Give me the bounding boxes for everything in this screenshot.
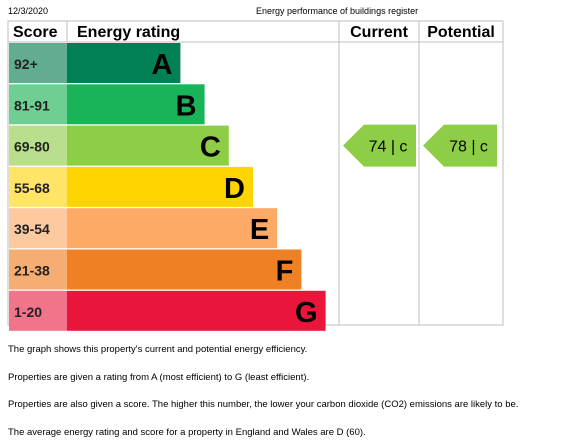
header-score: Score <box>13 24 58 41</box>
score-range-c: 69-80 <box>14 139 50 155</box>
note-average-rating: The average energy rating and score for … <box>8 427 366 438</box>
score-cell-f <box>9 249 67 290</box>
score-range-f: 21-38 <box>14 263 50 279</box>
score-range-e: 39-54 <box>14 221 50 237</box>
band-bar-d <box>67 166 253 207</box>
header-energy-rating: Energy rating <box>77 24 180 41</box>
note-rating-scale: Properties are given a rating from A (mo… <box>8 372 310 383</box>
band-letter-b: B <box>176 90 197 122</box>
band-letter-e: E <box>250 214 269 246</box>
band-bar-a <box>67 43 181 83</box>
band-bar-b <box>67 84 205 125</box>
score-cell-d <box>9 166 67 207</box>
score-range-b: 81-91 <box>14 97 50 113</box>
header-current: Current <box>350 24 408 41</box>
band-letter-d: D <box>224 173 245 205</box>
score-range-d: 55-68 <box>14 180 50 196</box>
band-bar-e <box>67 208 278 249</box>
current-rating-arrow <box>343 124 416 167</box>
score-cell-a <box>9 43 67 83</box>
score-range-g: 1-20 <box>14 304 42 320</box>
note-graph-explanation: The graph shows this property's current … <box>8 344 308 355</box>
score-cell-b <box>9 84 67 125</box>
header-potential: Potential <box>427 24 495 41</box>
band-letter-g: G <box>295 297 318 329</box>
note-score-explanation: Properties are also given a score. The h… <box>8 399 519 410</box>
band-letter-c: C <box>200 132 221 164</box>
score-cell-e <box>9 208 67 249</box>
date-label: 12/3/2020 <box>8 6 49 16</box>
current-rating-label: 74 | c <box>369 139 408 156</box>
band-letter-a: A <box>151 49 172 81</box>
score-cell-g <box>9 290 67 331</box>
band-letter-f: F <box>276 256 294 288</box>
band-bar-g <box>67 290 326 331</box>
potential-rating-arrow <box>423 124 497 167</box>
score-cell-c <box>9 125 67 166</box>
score-range-a: 92+ <box>14 56 38 72</box>
energy-rating-chart: Score Energy rating Current Potential 92+ A 8… <box>7 20 504 331</box>
rating-bands: 92+ A 81-91 B 69-80 C 55-68 D 39-54 E 21-38 F 1-20 G <box>9 43 326 331</box>
rating-arrows: 74 | c 78 | c <box>343 124 497 167</box>
band-bar-f <box>67 249 302 290</box>
potential-rating-label: 78 | c <box>449 139 488 156</box>
register-title: Energy performance of buildings register <box>256 6 419 16</box>
band-bar-c <box>67 125 229 166</box>
column-headers: Score Energy rating Current Potential <box>13 24 495 41</box>
